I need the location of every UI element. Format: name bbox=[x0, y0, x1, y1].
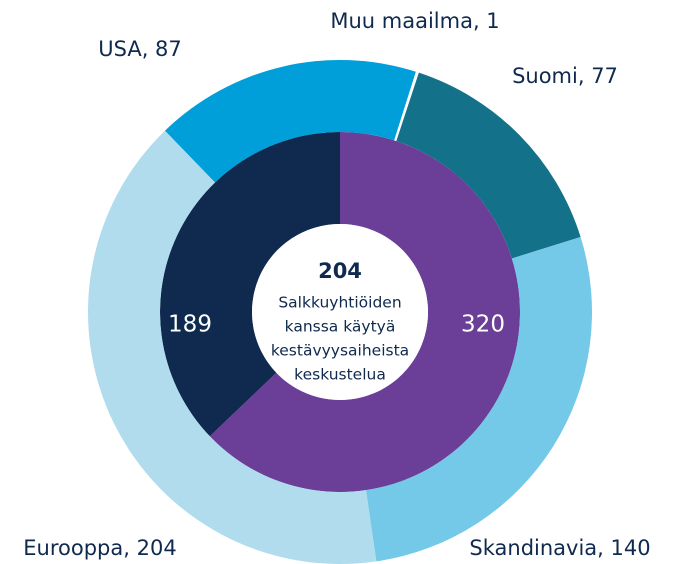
center-line: kestävyysaiheista bbox=[271, 342, 409, 360]
outer-label: Eurooppa, 204 bbox=[23, 536, 176, 560]
inner-segment bbox=[160, 132, 340, 437]
outer-label: Muu maailma, 1 bbox=[330, 9, 499, 33]
center-line: Salkkuyhtiöiden bbox=[278, 294, 401, 312]
center-circle bbox=[252, 224, 428, 400]
outer-segment bbox=[87, 130, 377, 564]
inner-segment bbox=[209, 132, 521, 493]
center-line: kanssa käytyä bbox=[285, 318, 396, 336]
center-line: keskustelua bbox=[294, 366, 386, 384]
outer-segment bbox=[396, 72, 581, 259]
outer-segment bbox=[365, 237, 592, 562]
outer-label: Skandinavia, 140 bbox=[469, 536, 650, 560]
outer-segment bbox=[394, 71, 419, 142]
outer-segment bbox=[164, 59, 416, 183]
outer-label: USA, 87 bbox=[98, 37, 182, 61]
outer-label: Suomi, 77 bbox=[512, 64, 618, 88]
inner-label: 320 bbox=[461, 312, 505, 338]
inner-label: 189 bbox=[168, 312, 212, 338]
center-value: 204 bbox=[318, 259, 362, 283]
